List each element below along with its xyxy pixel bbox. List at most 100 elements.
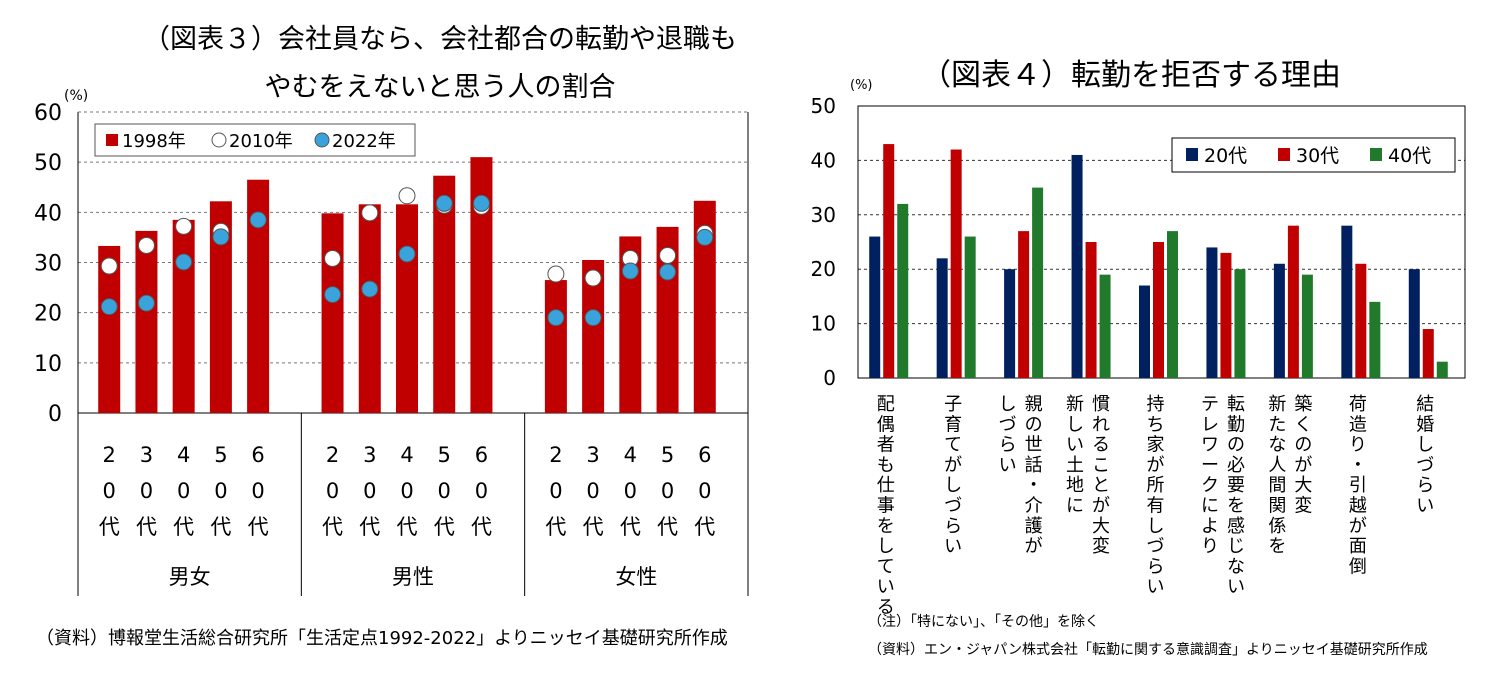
category-label-char: 代 bbox=[545, 515, 566, 539]
category-label-char: 必 bbox=[1227, 455, 1245, 476]
point-2010 bbox=[137, 236, 155, 254]
chart3-title-line2: やむをえないと思う人の割合 bbox=[264, 72, 616, 103]
category-label-char: 0 bbox=[326, 479, 339, 503]
category-label-char: も bbox=[877, 455, 895, 476]
category-label-char: 3 bbox=[363, 443, 376, 467]
category-label-char: い bbox=[877, 577, 895, 598]
category-label-char: 事 bbox=[877, 496, 895, 517]
bar-30代 bbox=[1287, 225, 1299, 378]
legend-label-2010: 2010年 bbox=[229, 131, 293, 152]
category-label-char: づ bbox=[999, 414, 1017, 435]
category-label-char: 越 bbox=[1349, 496, 1367, 517]
bar-20代 bbox=[1206, 247, 1218, 378]
category-label-char: こ bbox=[1092, 455, 1110, 476]
category-label-char: 土 bbox=[1066, 455, 1084, 476]
category-label-char: 親 bbox=[1025, 394, 1043, 415]
category-label-char: 2 bbox=[326, 443, 339, 467]
bar-20代 bbox=[936, 258, 948, 378]
category-label-char: 4 bbox=[400, 443, 413, 467]
category-label-char: 関 bbox=[1268, 496, 1286, 517]
bar-1998 bbox=[433, 175, 456, 413]
category-label-char: く bbox=[1294, 414, 1312, 435]
category-label-char: ー bbox=[1201, 455, 1219, 476]
y-tick-label: 0 bbox=[48, 402, 62, 427]
category-label-char: の bbox=[1294, 435, 1312, 456]
chart4-title: （図表４）転勤を拒否する理由 bbox=[921, 58, 1341, 93]
chart3-svg: 0102030405060(%)男女20代30代40代50代60代男性20代30… bbox=[34, 88, 749, 596]
category-label-char: ら bbox=[1147, 556, 1165, 577]
category-label-char: ・ bbox=[1025, 475, 1043, 496]
category-label-char: が bbox=[944, 455, 962, 476]
category-label-char: レ bbox=[1201, 414, 1219, 435]
bar-1998 bbox=[470, 157, 493, 413]
category-label-char: じ bbox=[1227, 536, 1245, 557]
category-label-char: ら bbox=[944, 516, 962, 537]
category-label-char: 偶 bbox=[877, 414, 895, 435]
category-label-char: 2 bbox=[549, 443, 562, 467]
bar-20代 bbox=[1273, 263, 1285, 378]
category-label-char: 感 bbox=[1227, 516, 1245, 537]
category-label-char: 育 bbox=[944, 414, 962, 435]
bar-40代 bbox=[1301, 274, 1313, 378]
bar-30代 bbox=[1153, 242, 1164, 378]
point-2022 bbox=[324, 286, 342, 304]
bar-30代 bbox=[883, 144, 895, 378]
point-2022 bbox=[100, 298, 118, 316]
category-label-char: 代 bbox=[620, 515, 641, 539]
category-label-char: が bbox=[1349, 516, 1367, 537]
category-label-char: ち bbox=[1147, 414, 1165, 435]
category-label-char: 6 bbox=[251, 443, 264, 467]
y-tick-label: 30 bbox=[34, 252, 62, 277]
point-2022 bbox=[696, 228, 714, 246]
point-2010 bbox=[398, 187, 416, 205]
category-label-char: 者 bbox=[877, 435, 895, 456]
category-label-char: 0 bbox=[214, 479, 227, 503]
legend-box bbox=[94, 123, 416, 157]
legend-swatch-40代 bbox=[1370, 148, 1382, 161]
point-2010 bbox=[659, 246, 677, 264]
category-label-char: 代 bbox=[173, 515, 194, 539]
category-label-char: 倒 bbox=[1349, 556, 1367, 577]
category-label-char: 0 bbox=[586, 479, 599, 503]
y-tick-label: 60 bbox=[34, 101, 62, 126]
chart4-note: （注）「特にない」、「その他」を除く bbox=[868, 614, 1099, 630]
category-label-char: 要 bbox=[1227, 475, 1245, 496]
y-tick-label: 40 bbox=[34, 201, 62, 226]
category-label-char: 2 bbox=[103, 443, 116, 467]
point-2010 bbox=[547, 265, 565, 283]
bar-40代 bbox=[1032, 187, 1044, 378]
category-label-char: 慣 bbox=[1092, 394, 1110, 415]
category-label-char: 0 bbox=[140, 479, 153, 503]
category-label-char: 代 bbox=[248, 515, 269, 539]
y-tick-label: 0 bbox=[823, 366, 836, 390]
category-label-char: 代 bbox=[99, 515, 120, 539]
legend-swatch-2022 bbox=[314, 132, 330, 148]
category-label-char: 0 bbox=[475, 479, 488, 503]
category-label-char: 引 bbox=[1349, 475, 1367, 496]
category-label-char: 持 bbox=[1147, 394, 1165, 415]
legend-label-20代: 20代 bbox=[1204, 145, 1247, 167]
category-label-char: 有 bbox=[1147, 496, 1165, 517]
category-label-char: 6 bbox=[698, 443, 711, 467]
category-label-char: 結 bbox=[1416, 394, 1434, 415]
bar-30代 bbox=[1422, 329, 1434, 378]
category-label-char: 代 bbox=[694, 515, 715, 539]
chart3-source: （資料）博報堂生活総合研究所「生活定点1992-2022」よりニッセイ基礎研究所… bbox=[36, 628, 728, 649]
bar-1998 bbox=[619, 236, 642, 413]
category-label-char: た bbox=[1268, 414, 1286, 435]
bar-20代 bbox=[1004, 269, 1016, 378]
bar-30代 bbox=[1018, 231, 1030, 378]
category-label-char: テ bbox=[1201, 394, 1219, 415]
category-label-char: し bbox=[944, 475, 962, 496]
category-label-char: 所 bbox=[1147, 475, 1165, 496]
category-label-char: い bbox=[944, 536, 962, 557]
category-label-char: て bbox=[877, 556, 895, 577]
category-label-char: 0 bbox=[661, 479, 674, 503]
category-label-char: し bbox=[999, 394, 1017, 415]
group-label: 女性 bbox=[615, 565, 657, 589]
category-label-char: 代 bbox=[657, 515, 678, 539]
category-label-char: 0 bbox=[103, 479, 116, 503]
bar-20代 bbox=[869, 236, 881, 378]
bar-30代 bbox=[1085, 242, 1097, 378]
bar-1998 bbox=[582, 259, 605, 413]
